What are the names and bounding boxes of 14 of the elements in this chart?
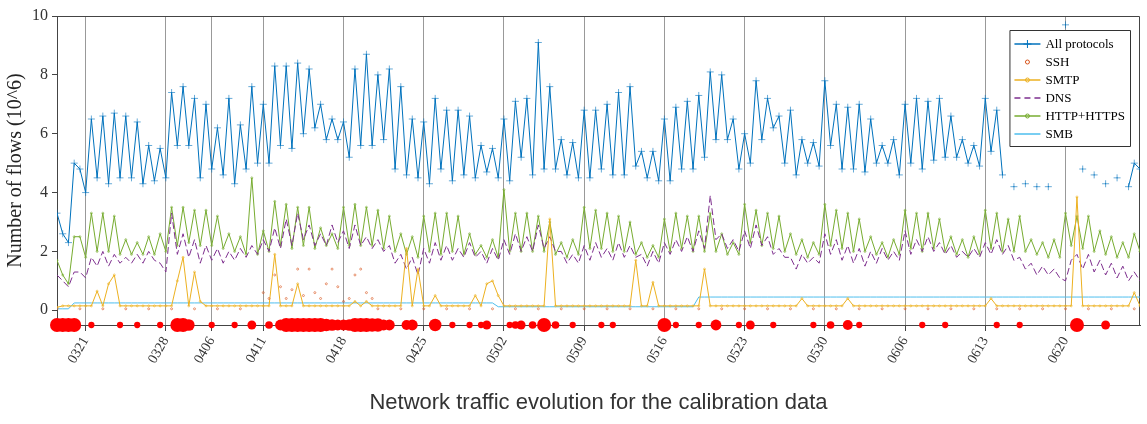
legend-label: HTTP+HTTPS xyxy=(1045,108,1125,124)
y-tick-label: 4 xyxy=(40,182,48,200)
y-tick-label: 10 xyxy=(32,6,48,24)
y-tick-label: 2 xyxy=(40,241,48,259)
x-axis-title: Network traffic evolution for the calibration data xyxy=(369,388,829,414)
y-tick-label: 8 xyxy=(40,65,48,83)
legend-label: SMTP xyxy=(1045,72,1080,88)
legend-label: All protocols xyxy=(1045,36,1114,52)
legend-label: SMB xyxy=(1045,126,1074,142)
legend-label: SSH xyxy=(1045,54,1070,70)
y-axis-title: Number of flows (10^6) xyxy=(3,73,27,268)
y-tick-label: 0 xyxy=(40,300,48,318)
legend-label: DNS xyxy=(1045,90,1072,106)
y-tick-label: 6 xyxy=(40,123,48,141)
